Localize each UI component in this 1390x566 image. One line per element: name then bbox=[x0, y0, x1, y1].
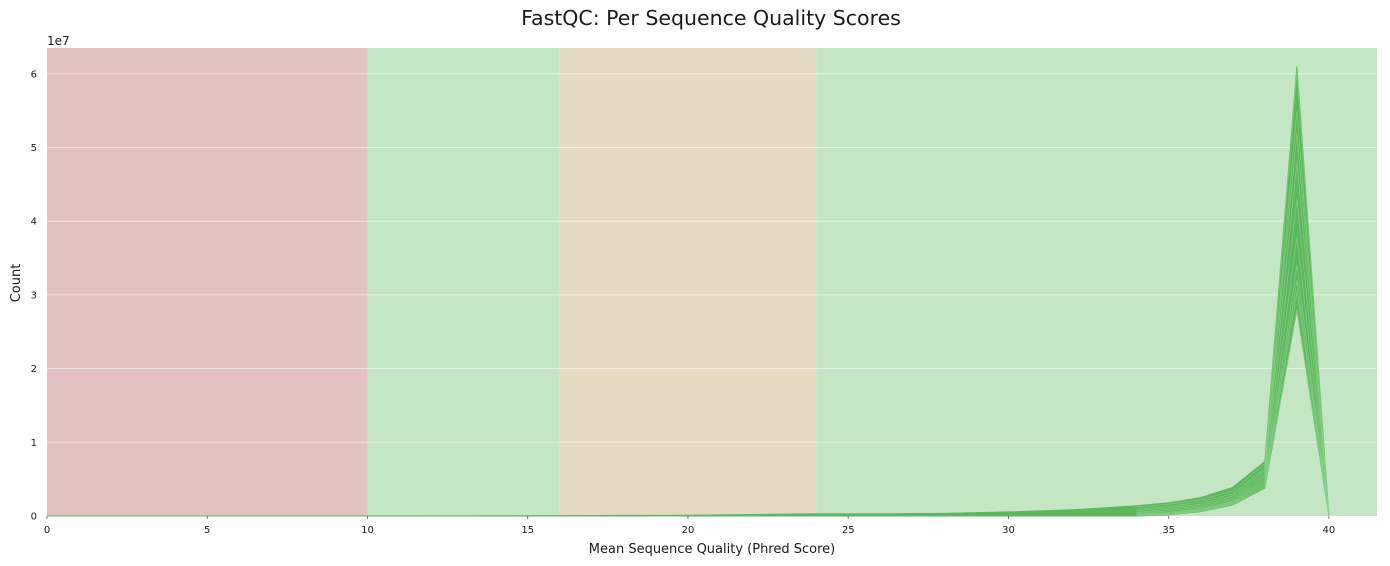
quality-band-1 bbox=[367, 48, 560, 516]
y-tick-label-0: 0 bbox=[31, 512, 37, 523]
series-line-7 bbox=[1136, 280, 1330, 517]
quality-band-0 bbox=[47, 48, 368, 516]
series-line-1 bbox=[1136, 110, 1330, 517]
y-offset-label: 1e7 bbox=[47, 34, 70, 48]
y-tick-label-5: 5 bbox=[31, 143, 37, 154]
series-line-9 bbox=[1136, 309, 1330, 517]
y-tick-label-4: 4 bbox=[31, 217, 37, 228]
x-tick-label-15: 15 bbox=[521, 525, 534, 536]
x-tick-label-0: 0 bbox=[44, 525, 50, 536]
x-tick-label-25: 25 bbox=[842, 525, 855, 536]
series-line-6 bbox=[1136, 265, 1330, 517]
quality-band-2 bbox=[559, 48, 817, 516]
series-line-3 bbox=[1136, 162, 1330, 517]
x-axis-ticks: 0 5 10 15 20 25 30 35 40 bbox=[44, 516, 1335, 536]
x-tick-label-30: 30 bbox=[1002, 525, 1015, 536]
x-tick-label-35: 35 bbox=[1162, 525, 1175, 536]
gridlines bbox=[47, 73, 1377, 443]
x-tick-label-40: 40 bbox=[1323, 525, 1336, 536]
y-axis-ticks: 0 1 2 3 4 5 6 bbox=[31, 69, 37, 522]
y-tick-label-2: 2 bbox=[31, 364, 37, 375]
series-line-2 bbox=[1136, 132, 1330, 517]
y-tick-label-3: 3 bbox=[31, 290, 37, 301]
series-line-4 bbox=[1136, 199, 1330, 517]
chart-title: FastQC: Per Sequence Quality Scores bbox=[521, 6, 901, 30]
y-tick-label-6: 6 bbox=[31, 69, 37, 80]
x-tick-label-5: 5 bbox=[204, 525, 210, 536]
series-line-0 bbox=[1136, 70, 1330, 517]
quality-bands bbox=[47, 48, 1377, 516]
y-axis-label: Count bbox=[9, 264, 24, 303]
x-tick-label-10: 10 bbox=[361, 525, 374, 536]
series-line-5 bbox=[1136, 235, 1330, 517]
y-tick-label-1: 1 bbox=[31, 438, 37, 449]
x-axis-label: Mean Sequence Quality (Phred Score) bbox=[589, 542, 835, 557]
x-tick-label-20: 20 bbox=[682, 525, 695, 536]
